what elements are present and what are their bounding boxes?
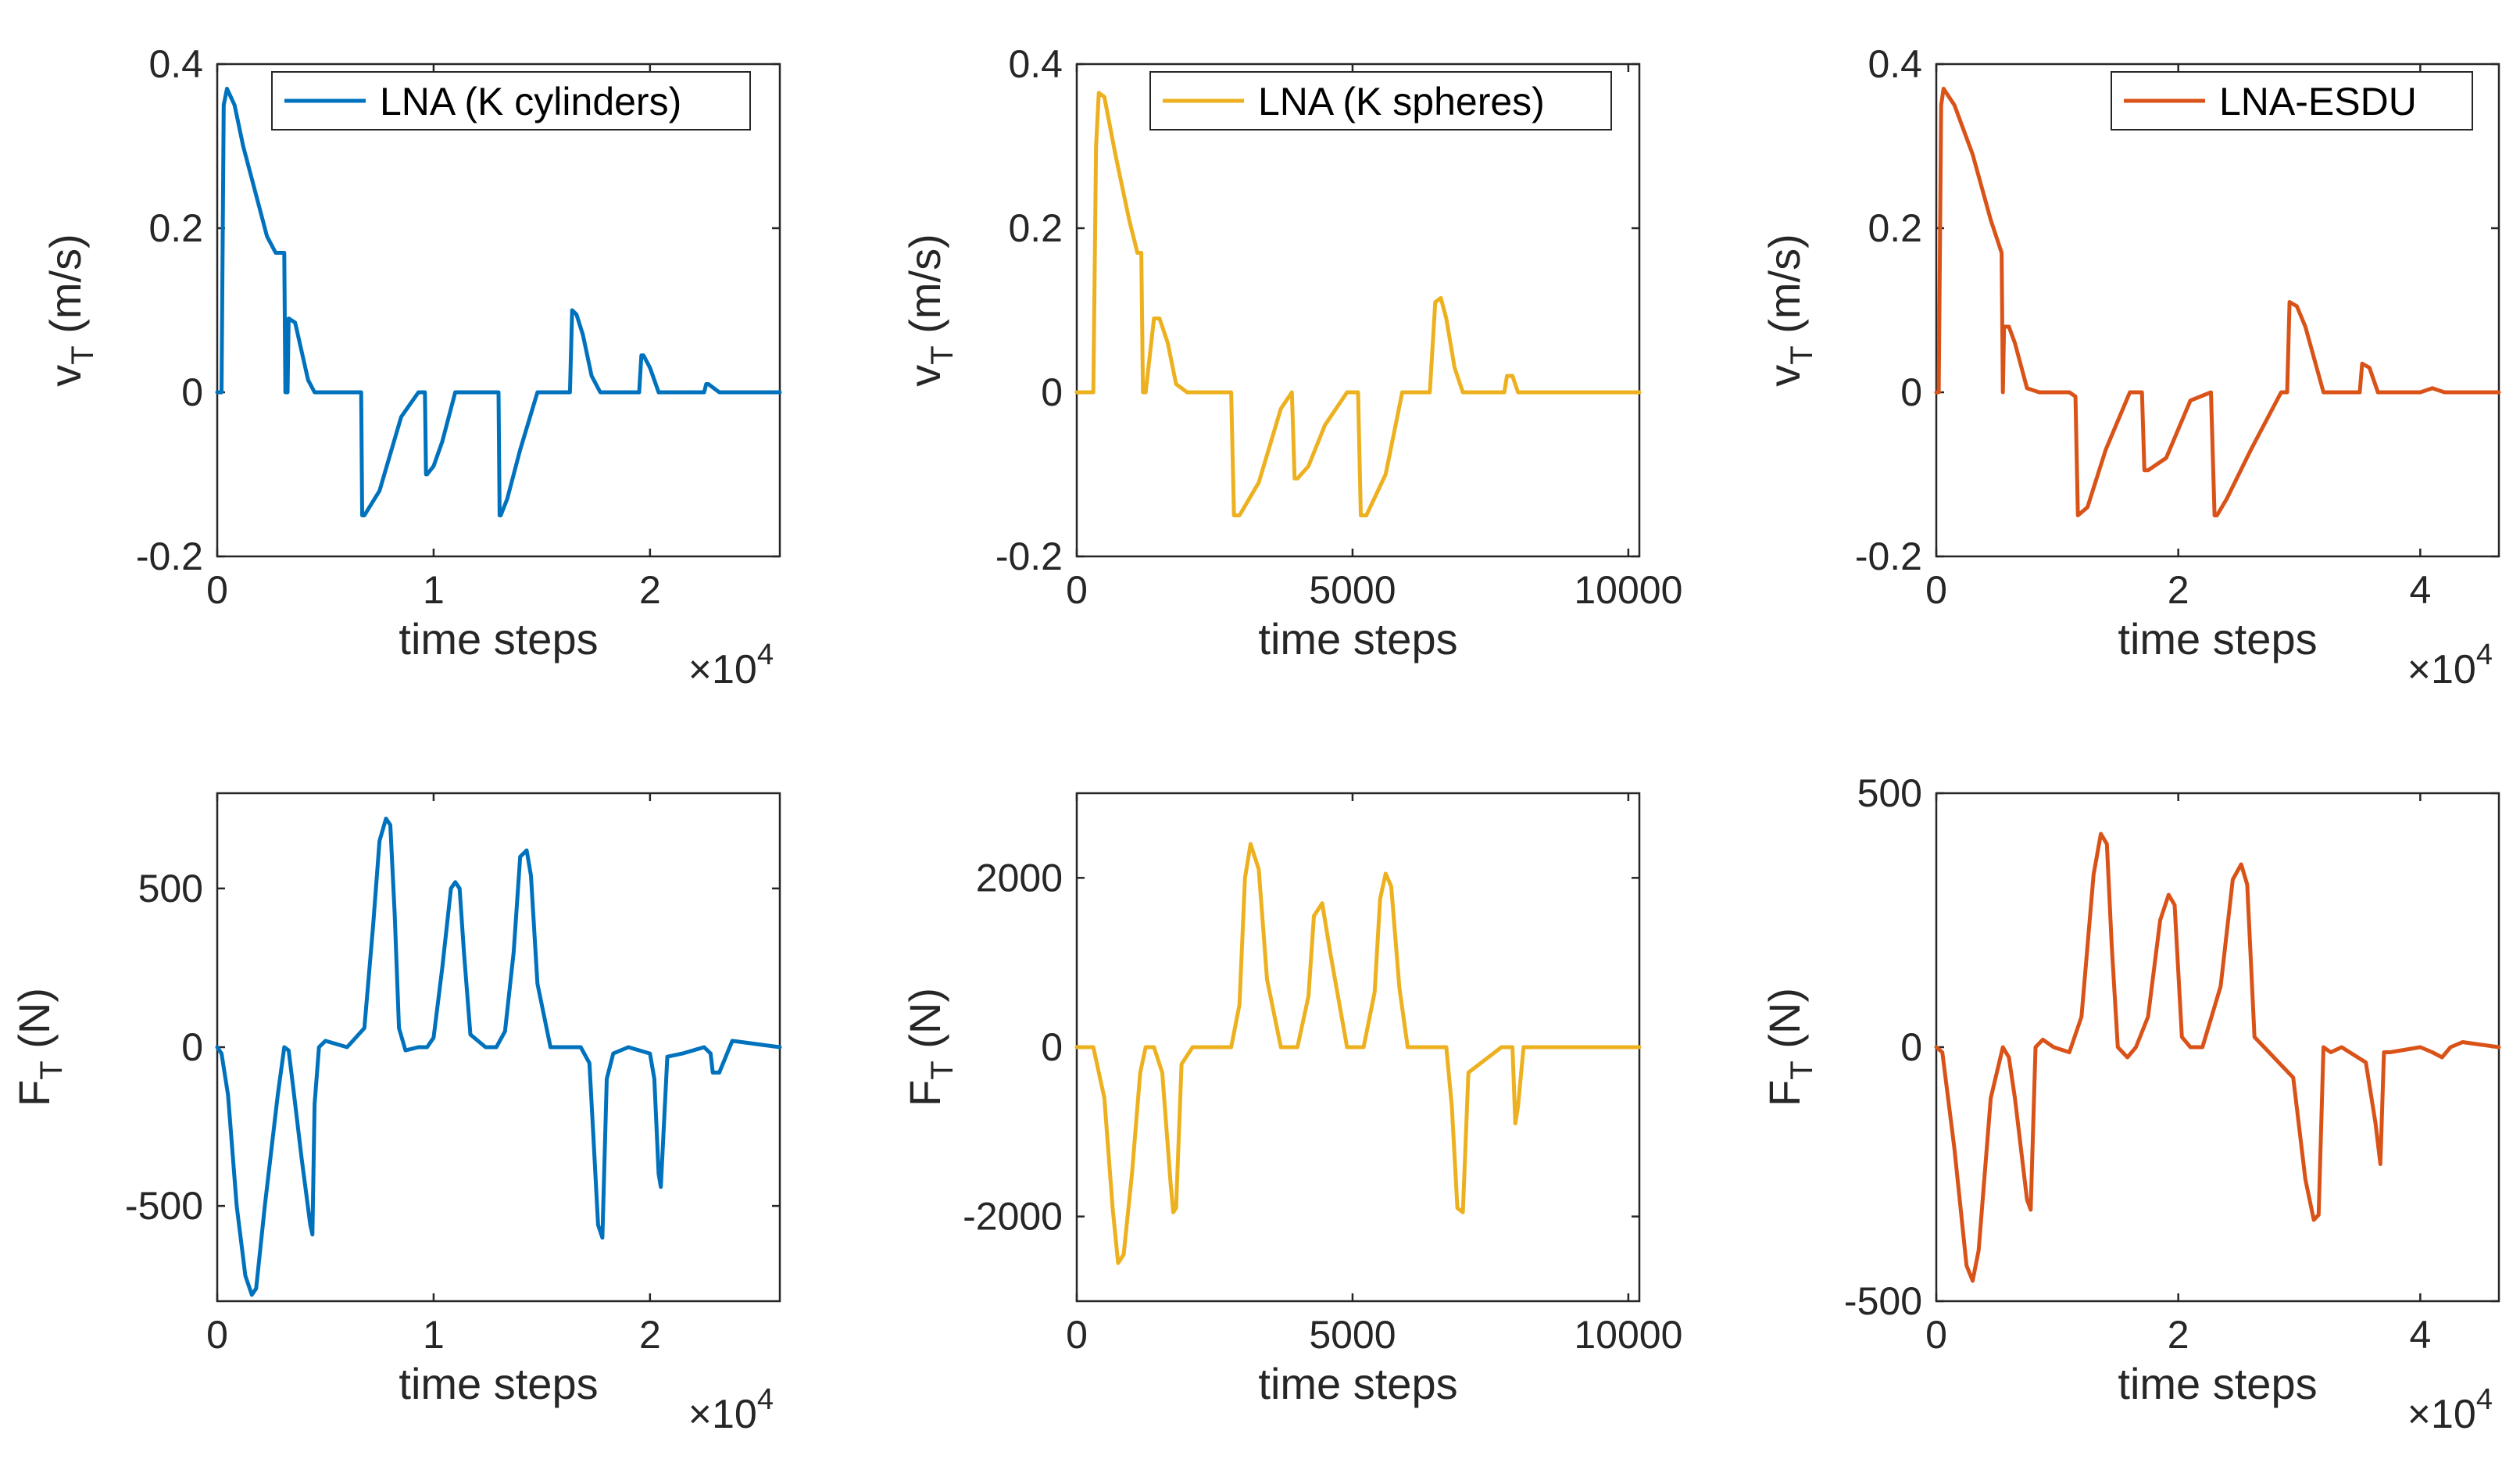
chart-5-ytick-label: -500 (1844, 1279, 1922, 1323)
chart-1-ytick-label: 0.4 (1008, 42, 1063, 86)
chart-1-legend-label: LNA (K spheres) (1258, 80, 1545, 123)
chart-2-xtick-label: 4 (2409, 568, 2431, 612)
chart-4-ylabel-tail: (N) (900, 988, 949, 1060)
chart-2-legend-label: LNA-ESDU (2219, 80, 2417, 123)
panel-ft-spheres: 0 5000 10000 -2000 0 2000 time steps FT (N) (900, 792, 1682, 1408)
chart-2-xtick-label: 2 (2168, 568, 2189, 612)
chart-4-ytick-label: -2000 (963, 1195, 1063, 1239)
chart-0-ylabel-sub: T (66, 345, 100, 364)
chart-4-ylabel: FT (N) (900, 988, 960, 1107)
chart-2-ylabel-tail: (m/s) (1760, 234, 1809, 345)
chart-4-xtick-label: 10000 (1574, 1313, 1682, 1357)
chart-5-ytick-label: 0 (1900, 1025, 1922, 1069)
chart-1-xlabel: time steps (1258, 614, 1457, 663)
chart-1-xtick-label: 0 (1066, 568, 1088, 612)
chart-2-axes-box (1935, 63, 2500, 558)
chart-4-ytick-label: 0 (1041, 1025, 1063, 1069)
chart-5-xtick-label: 0 (1925, 1313, 1947, 1357)
chart-4-xtick-label: 5000 (1309, 1313, 1396, 1357)
chart-2-xlabel: time steps (2118, 614, 2317, 663)
chart-2-x-multiplier-base: ×10 (2407, 647, 2476, 692)
chart-4-xtick-label: 0 (1066, 1313, 1088, 1357)
chart-1-ytick-label: 0 (1041, 370, 1063, 414)
chart-0-legend-label: LNA (K cylinders) (380, 80, 681, 123)
chart-3-x-multiplier-base: ×10 (688, 1392, 757, 1437)
chart-0-ytick-label: -0.2 (136, 535, 203, 578)
chart-0-ylabel-tail: (m/s) (41, 234, 90, 345)
chart-3-ylabel-tail: (N) (9, 988, 59, 1060)
chart-0-xtick-label: 2 (639, 568, 661, 612)
chart-5-ylabel: FT (N) (1760, 988, 1819, 1107)
chart-5-series-line (1934, 831, 2501, 1283)
chart-2-ytick-label: 0.2 (1868, 206, 1922, 250)
chart-0-ylabel: vT (m/s) (41, 234, 100, 387)
chart-4-ylabel-main: F (900, 1080, 949, 1107)
chart-5-ylabel-tail: (N) (1760, 988, 1809, 1060)
chart-3-x-multiplier-exp: 4 (757, 1383, 774, 1416)
chart-3-x-multiplier: ×104 (688, 1383, 774, 1437)
chart-1-ylabel-sub: T (925, 345, 960, 364)
chart-0-xtick-label: 0 (206, 568, 228, 612)
chart-4-series-line (1074, 842, 1642, 1265)
chart-0-series-line (215, 87, 782, 517)
chart-3-series-line (215, 817, 782, 1297)
chart-5-ytick-label: 500 (1857, 771, 1922, 815)
chart-3-xtick-label: 0 (206, 1313, 228, 1357)
chart-5-x-multiplier-base: ×10 (2407, 1392, 2476, 1437)
chart-1-ylabel-tail: (m/s) (900, 234, 949, 345)
chart-2-x-multiplier: ×104 (2407, 638, 2493, 692)
chart-5-ylabel-sub: T (1785, 1060, 1819, 1079)
chart-1-ytick-label: 0.2 (1008, 206, 1063, 250)
chart-2-xtick-label: 0 (1925, 568, 1947, 612)
chart-3-xtick-label: 1 (423, 1313, 445, 1357)
chart-2-ylabel-sub: T (1785, 345, 1819, 364)
chart-0-x-multiplier-exp: 4 (757, 638, 774, 671)
chart-4-xlabel: time steps (1258, 1359, 1457, 1408)
chart-3-xtick-label: 2 (639, 1313, 661, 1357)
panel-ft-cylinders: 0 1 2 -500 0 500 time steps FT (N) ×104 (9, 792, 782, 1437)
chart-0-ytick-label: 0 (181, 370, 203, 414)
chart-1-ylabel-main: v (900, 365, 949, 387)
chart-0-xlabel: time steps (399, 614, 598, 663)
chart-5-xlabel: time steps (2118, 1359, 2317, 1408)
chart-3-ylabel: FT (N) (9, 988, 69, 1107)
chart-0-ylabel-main: v (41, 365, 90, 387)
chart-2-ytick-label: -0.2 (1855, 535, 1922, 578)
chart-5-xtick-label: 4 (2409, 1313, 2431, 1357)
chart-0-xtick-label: 1 (423, 568, 445, 612)
chart-4-ylabel-sub: T (925, 1060, 960, 1079)
chart-3-xlabel: time steps (399, 1359, 598, 1408)
chart-2-ytick-label: 0.4 (1868, 42, 1922, 86)
chart-0-x-multiplier: ×104 (688, 638, 774, 692)
chart-2-ylabel: vT (m/s) (1760, 234, 1819, 387)
chart-3-ytick-label: 0 (181, 1025, 203, 1069)
chart-0-ytick-label: 0.4 (148, 42, 203, 86)
chart-1-xtick-label: 5000 (1309, 568, 1396, 612)
chart-3-ylabel-sub: T (34, 1060, 69, 1079)
chart-3-ytick-label: 500 (138, 867, 203, 910)
chart-5-x-multiplier-exp: 4 (2476, 1383, 2493, 1416)
chart-2-x-multiplier-exp: 4 (2476, 638, 2493, 671)
chart-1-ylabel: vT (m/s) (900, 234, 960, 387)
chart-5-ylabel-main: F (1760, 1080, 1809, 1107)
chart-3-ylabel-main: F (9, 1080, 59, 1107)
chart-1-xtick-label: 10000 (1574, 568, 1682, 612)
chart-4-ytick-label: 2000 (976, 856, 1063, 899)
chart-2-series-line (1934, 87, 2501, 517)
chart-5-xtick-label: 2 (2168, 1313, 2189, 1357)
chart-0-x-multiplier-base: ×10 (688, 647, 757, 692)
chart-1-series-line (1074, 91, 1642, 517)
chart-5-x-multiplier: ×104 (2407, 1383, 2493, 1437)
chart-2-ytick-label: 0 (1900, 370, 1922, 414)
chart-2-ylabel-main: v (1760, 365, 1809, 387)
chart-1-ytick-label: -0.2 (995, 535, 1063, 578)
chart-1-axes-box (1075, 63, 1641, 558)
chart-0-ytick-label: 0.2 (148, 206, 203, 250)
chart-3-ytick-label: -500 (125, 1184, 203, 1228)
